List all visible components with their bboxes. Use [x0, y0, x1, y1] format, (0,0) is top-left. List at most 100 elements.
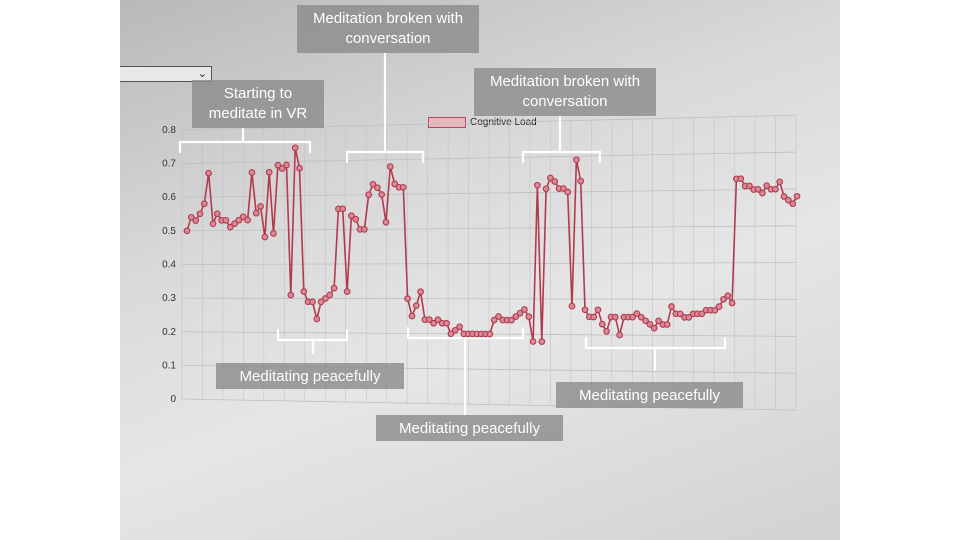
data-point [187, 213, 195, 221]
data-point [196, 210, 204, 218]
data-point [633, 310, 641, 317]
data-point [261, 233, 269, 241]
annotation-brackets [178, 51, 727, 417]
data-point [317, 298, 325, 306]
data-point [560, 185, 567, 192]
legend-swatch [428, 117, 466, 128]
data-point [534, 181, 541, 189]
callout-meditation-broken-2: Meditation broken with conversation [474, 68, 656, 116]
data-point [404, 295, 411, 302]
y-tick-label: 0.2 [162, 327, 176, 338]
data-point [374, 184, 381, 192]
data-point [521, 306, 528, 313]
data-point [309, 298, 316, 306]
data-point [728, 299, 736, 307]
y-tick-label: 0.5 [162, 226, 176, 237]
data-point [270, 230, 277, 237]
data-point [382, 218, 390, 226]
data-point [746, 182, 753, 190]
data-point [668, 303, 675, 310]
data-point [685, 314, 693, 321]
data-point [456, 323, 463, 331]
callout-starting-meditate: Starting to meditate in VR [192, 80, 324, 128]
data-point [235, 216, 243, 224]
data-point [720, 295, 727, 303]
data-point [784, 196, 792, 204]
data-point [222, 216, 230, 224]
data-point [598, 320, 606, 328]
data-point [451, 326, 459, 334]
data-point [330, 284, 338, 292]
data-point [754, 186, 762, 193]
data-point [525, 313, 533, 320]
bracket-broken-2 [521, 114, 602, 164]
data-point [698, 310, 706, 318]
bracket-peace-1 [276, 328, 349, 355]
data-point [248, 169, 256, 176]
y-tick-label: 0.4 [162, 259, 176, 270]
y-tick-label: 0.3 [162, 293, 176, 304]
y-tick-label: 0.7 [162, 159, 176, 170]
data-point [486, 330, 494, 338]
data-point [715, 303, 723, 310]
data-point [348, 212, 355, 220]
data-point [568, 302, 576, 310]
data-point [538, 338, 546, 345]
data-point [611, 313, 619, 321]
data-point [590, 313, 598, 321]
data-point [244, 216, 251, 224]
data-point [443, 319, 450, 327]
data-point [646, 321, 654, 328]
data-point [763, 182, 771, 190]
data-point [495, 313, 502, 320]
series-points [183, 144, 801, 345]
data-point [239, 213, 247, 221]
data-point [326, 291, 334, 299]
data-point [737, 175, 745, 183]
data-point [603, 328, 610, 335]
callout-meditating-peacefully-1: Meditating peacefully [216, 363, 404, 389]
data-point [231, 220, 238, 227]
data-point [776, 178, 784, 186]
chart-legend: Cognitive Load [428, 117, 537, 128]
y-tick-label: 0 [170, 394, 176, 405]
data-point [663, 321, 671, 328]
data-point [192, 217, 200, 224]
data-point [352, 215, 360, 223]
data-point [711, 306, 719, 314]
data-point [724, 292, 732, 300]
data-point [412, 302, 420, 309]
bracket-starting [178, 126, 312, 154]
y-tick-label: 0.8 [162, 125, 176, 136]
data-point [291, 144, 299, 152]
data-point [447, 330, 455, 338]
data-point [772, 185, 779, 193]
bracket-broken-1 [345, 51, 425, 164]
data-point [594, 306, 602, 314]
data-point [361, 226, 368, 233]
data-point [205, 169, 212, 177]
data-point [378, 191, 386, 198]
chart-grid [181, 114, 797, 411]
data-point [408, 312, 416, 320]
data-point [399, 183, 407, 191]
data-point [369, 180, 377, 188]
data-point [213, 210, 221, 218]
data-point [577, 177, 585, 185]
data-point [226, 223, 234, 231]
y-axis-ticks: 0 0.1 0.2 0.3 0.4 0.5 0.6 0.7 0.8 [162, 125, 176, 405]
data-point [542, 185, 550, 193]
data-point [278, 165, 286, 172]
data-point [209, 220, 217, 228]
data-point [508, 316, 515, 324]
chevron-down-icon: ⌄ [197, 68, 207, 80]
chart-select-dropdown[interactable]: ⌄ [120, 66, 212, 82]
callout-meditating-peacefully-2: Meditating peacefully [376, 415, 563, 441]
data-point [274, 161, 282, 169]
data-point [343, 288, 351, 295]
data-point [642, 317, 649, 325]
data-point [417, 288, 424, 296]
data-point [637, 313, 645, 321]
data-point [296, 164, 303, 172]
data-point [252, 209, 260, 217]
